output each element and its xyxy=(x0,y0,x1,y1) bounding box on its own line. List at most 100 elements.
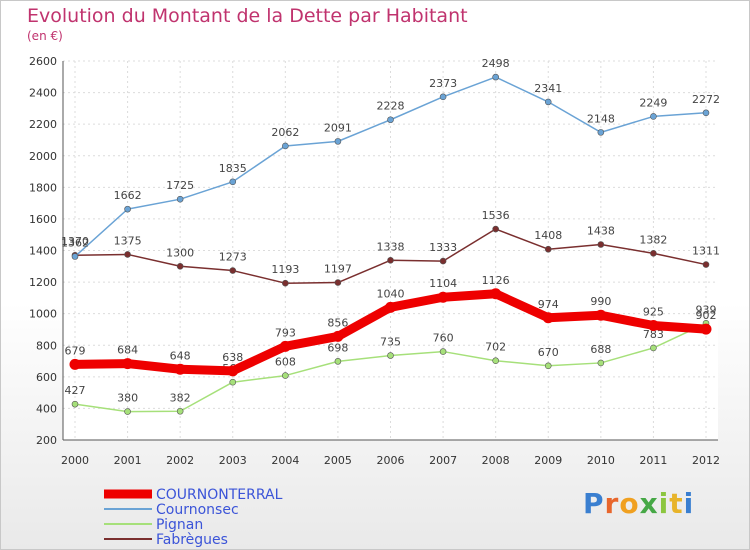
data-label: 1333 xyxy=(429,241,457,254)
data-point xyxy=(492,357,499,365)
data-label: 735 xyxy=(380,336,401,349)
data-point xyxy=(282,372,289,379)
x-tick-label: 2000 xyxy=(61,454,89,467)
data-point xyxy=(387,256,394,264)
data-point xyxy=(227,365,239,377)
data-label: 1375 xyxy=(114,234,142,247)
y-tick-label: 1800 xyxy=(29,181,57,194)
data-point xyxy=(439,257,447,265)
legend-label: COURNONTERRAL xyxy=(156,487,283,503)
data-point xyxy=(282,142,289,150)
y-tick-label: 1600 xyxy=(29,213,57,226)
data-label: 670 xyxy=(538,346,559,359)
data-label: 902 xyxy=(696,309,717,322)
data-label: 990 xyxy=(590,295,611,308)
data-label: 1725 xyxy=(166,179,194,192)
x-tick-label: 2011 xyxy=(639,454,667,467)
data-label: 1835 xyxy=(219,162,247,175)
data-label: 1408 xyxy=(534,229,562,242)
data-point xyxy=(332,330,344,342)
chart-title: Evolution du Montant de la Dette par Hab… xyxy=(27,5,468,27)
x-tick-label: 2002 xyxy=(166,454,194,467)
y-tick-label: 600 xyxy=(36,371,57,384)
data-point xyxy=(492,225,499,233)
data-label: 679 xyxy=(65,344,86,357)
x-tick-label: 2001 xyxy=(114,454,142,467)
data-point xyxy=(544,98,552,106)
data-label: 2148 xyxy=(587,112,615,125)
data-point xyxy=(334,279,342,286)
data-point xyxy=(385,301,396,313)
data-point xyxy=(229,267,237,274)
data-point xyxy=(439,93,447,101)
data-label: 684 xyxy=(117,344,138,357)
y-tick-label: 2600 xyxy=(29,55,57,68)
data-point xyxy=(71,253,79,260)
data-label: 638 xyxy=(222,351,243,364)
data-label: 1193 xyxy=(271,263,299,276)
data-point xyxy=(229,178,237,186)
data-label: 783 xyxy=(643,328,664,341)
data-label: 2062 xyxy=(271,126,299,139)
data-label: 1104 xyxy=(429,277,457,290)
data-point xyxy=(650,113,657,120)
data-label: 856 xyxy=(327,316,348,329)
data-point xyxy=(122,358,134,370)
x-tick-label: 2006 xyxy=(377,454,405,467)
data-label: 1338 xyxy=(377,240,405,253)
data-point xyxy=(387,352,394,359)
data-point xyxy=(650,250,657,257)
x-tick-label: 2009 xyxy=(534,454,562,467)
legend-label: Pignan xyxy=(156,517,203,533)
x-tick-label: 2003 xyxy=(219,454,247,467)
data-label: 2341 xyxy=(534,82,562,95)
data-point xyxy=(439,348,447,355)
data-label: 1197 xyxy=(324,263,352,276)
data-label: 1382 xyxy=(639,233,667,246)
y-tick-label: 400 xyxy=(36,402,57,415)
data-label: 608 xyxy=(275,356,296,369)
data-label: 688 xyxy=(590,343,611,356)
data-label: 1273 xyxy=(219,251,247,264)
data-point xyxy=(702,261,710,268)
data-point xyxy=(176,407,184,415)
data-label: 760 xyxy=(433,332,454,345)
data-point xyxy=(124,251,131,258)
data-label: 2498 xyxy=(482,57,510,70)
data-point xyxy=(542,312,554,324)
data-point xyxy=(176,262,184,270)
data-label: 1362 xyxy=(61,237,89,250)
data-point xyxy=(702,109,710,117)
y-tick-label: 1000 xyxy=(29,308,57,321)
x-tick-label: 2012 xyxy=(692,454,720,467)
data-point xyxy=(279,340,291,352)
y-tick-label: 2400 xyxy=(29,87,57,100)
data-label: 1438 xyxy=(587,224,615,237)
data-point xyxy=(595,309,607,321)
data-label: 1126 xyxy=(482,274,510,287)
y-tick-label: 200 xyxy=(36,434,57,447)
data-point xyxy=(597,129,605,136)
data-point xyxy=(492,73,499,81)
data-point xyxy=(229,378,237,386)
data-point xyxy=(544,245,552,253)
data-point xyxy=(647,320,659,332)
data-point xyxy=(544,362,552,370)
y-tick-label: 2200 xyxy=(29,118,57,131)
data-point xyxy=(437,291,449,303)
data-point xyxy=(334,138,342,145)
data-point xyxy=(650,344,657,352)
data-label: 1536 xyxy=(482,209,510,222)
data-label: 925 xyxy=(643,306,664,319)
data-label: 1300 xyxy=(166,246,194,259)
data-label: 380 xyxy=(117,392,138,405)
data-label: 793 xyxy=(275,326,296,339)
data-point xyxy=(700,323,712,335)
data-point xyxy=(176,195,184,203)
data-label: 1040 xyxy=(377,287,405,300)
x-tick-label: 2004 xyxy=(271,454,299,467)
data-point xyxy=(282,279,289,287)
legend-label: Fabrègues xyxy=(156,532,228,548)
data-label: 974 xyxy=(538,298,559,311)
